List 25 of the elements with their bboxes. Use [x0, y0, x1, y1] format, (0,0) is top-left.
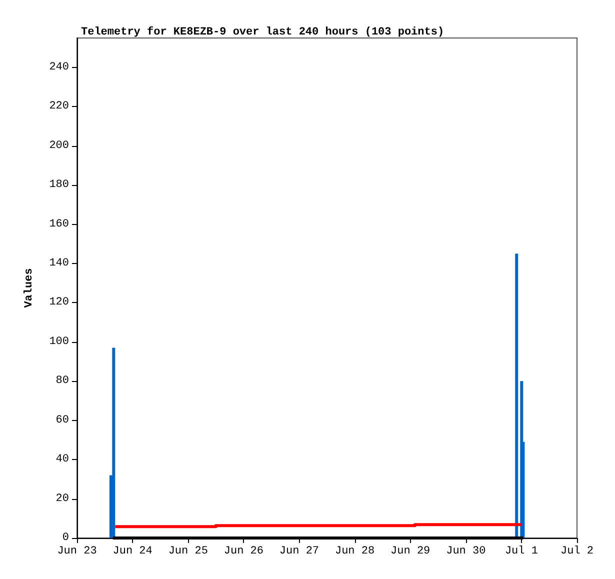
x-tick-label: Jun 27 — [279, 546, 320, 558]
x-tick-label: Jul 2 — [560, 546, 594, 558]
y-tick-label: 140 — [49, 257, 69, 270]
y-tick-label: 60 — [56, 414, 69, 426]
y-tick-label: 100 — [49, 336, 69, 348]
x-tick-label: Jun 24 — [112, 546, 153, 558]
y-tick-label: 180 — [49, 179, 69, 192]
y-tick-label: 120 — [49, 296, 69, 309]
y-tick-label: 240 — [49, 61, 69, 74]
y-tick-label: 80 — [56, 375, 69, 388]
x-tick-label: Jun 29 — [390, 546, 430, 558]
y-tick-label: 0 — [62, 532, 69, 544]
x-tick-label: Jun 25 — [168, 546, 208, 558]
y-axis-title: Values — [24, 268, 36, 308]
chart-title: Telemetry for KE8EZB-9 over last 240 hours (103 points) — [81, 26, 444, 38]
x-tick-label: Jun 28 — [334, 546, 375, 558]
x-tick-label: Jun 26 — [224, 546, 264, 558]
y-tick-label: 160 — [49, 218, 69, 230]
x-tick-label: Jun 23 — [57, 546, 97, 558]
x-tick-label: Jun 30 — [446, 546, 486, 558]
x-tick-label: Jul 1 — [504, 546, 538, 558]
y-tick-label: 200 — [49, 140, 69, 152]
y-tick-label: 40 — [56, 454, 69, 466]
y-tick-label: 20 — [56, 492, 69, 505]
y-tick-label: 220 — [49, 100, 69, 113]
